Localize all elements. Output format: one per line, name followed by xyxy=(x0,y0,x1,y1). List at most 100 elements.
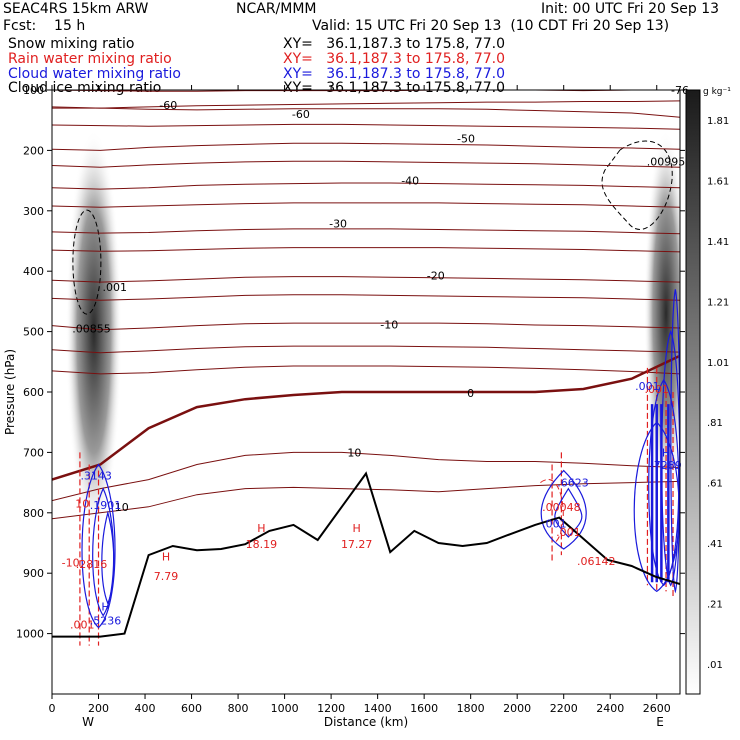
y-tick-label: 100 xyxy=(23,84,44,97)
field-name-cloud-water: Cloud water mixing ratio xyxy=(8,66,181,82)
cloud-water-label: .7289 xyxy=(650,459,682,472)
y-tick-label: 500 xyxy=(23,326,44,339)
isotherm-line xyxy=(52,247,680,253)
isotherm-line xyxy=(52,365,680,375)
cloud-water-contour xyxy=(670,289,680,594)
x-tick-label: 2200 xyxy=(550,702,578,715)
x-tick-label: 1800 xyxy=(457,702,485,715)
y-tick-label: 200 xyxy=(23,144,44,157)
cloud-water-label: H xyxy=(662,446,670,459)
field-name-snow: Snow mixing ratio xyxy=(8,36,135,52)
rain-label: H xyxy=(257,522,265,535)
isotherm-line xyxy=(52,294,680,301)
colorbar-label: 1.21 xyxy=(707,297,729,308)
cloud-water-contour xyxy=(92,487,115,617)
colorbar-label: .01 xyxy=(707,660,723,671)
field-xy-snow: XY= 36.1,187.3 to 175.8, 77.0 xyxy=(283,36,506,52)
isotherm-line xyxy=(52,142,680,151)
isotherm-label: -20 xyxy=(427,269,445,282)
snow-label: .001 xyxy=(103,281,128,294)
cloud-water-label: H xyxy=(101,600,109,613)
cloud-water-contour xyxy=(554,487,583,538)
x-tick-label: 1400 xyxy=(364,702,392,715)
field-xy-rain: XY= 36.1,187.3 to 175.8, 77.0 xyxy=(283,51,506,67)
isotherm-label: 10 xyxy=(347,446,361,459)
isotherm-line xyxy=(52,160,680,168)
rain-label: 7.79 xyxy=(154,570,179,583)
snow-contour xyxy=(72,209,102,315)
x-tick-label: 1000 xyxy=(271,702,299,715)
isotherm-line xyxy=(52,123,680,130)
colorbar-label: 1.61 xyxy=(707,177,729,188)
rain-label: .06142 xyxy=(577,555,616,568)
isotherm-line xyxy=(52,322,680,331)
x-tick-label: 800 xyxy=(228,702,249,715)
x-end-label-west: W xyxy=(82,715,94,729)
valid-time: Valid: 15 UTC Fri 20 Sep 13 (10 CDT Fri … xyxy=(312,18,670,34)
cloud-water-contour xyxy=(661,329,680,587)
rain-label: -10 xyxy=(62,556,80,569)
temperature-contours xyxy=(52,90,680,520)
colorbar-label: .61 xyxy=(707,479,723,490)
x-tick-label: 2600 xyxy=(643,702,671,715)
isotherm-line xyxy=(52,202,680,208)
y-axis-label: Pressure (hPa) xyxy=(3,349,17,435)
cloud-water-label: .001 xyxy=(542,518,567,531)
y-tick-label: 400 xyxy=(23,265,44,278)
snow-contour xyxy=(601,140,673,230)
rain-label: H xyxy=(162,550,170,563)
colorbar: g kg⁻¹ 1.81 1.61 1.41 1.21 1.01 .81 .61 .41 .21.… xyxy=(685,87,731,695)
forecast-hour: Fcst: 15 h xyxy=(3,18,86,34)
rain-label: .2816 xyxy=(76,558,108,571)
colorbar-ramp xyxy=(685,89,701,695)
cloud-water-contour xyxy=(540,469,587,550)
isotherm-label: -50 xyxy=(457,132,475,145)
colorbar-label: 1.01 xyxy=(707,358,729,369)
axes: 0 200 400 600 800 1000 1200 1400 1600 1800 2000 220… xyxy=(16,84,685,715)
rain-label: 17.27 xyxy=(341,538,373,551)
rain-label: .001 xyxy=(644,383,669,396)
isotherm-line xyxy=(52,182,680,190)
cloud-water-label: .6623 xyxy=(557,477,589,490)
x-end-label-east: E xyxy=(656,715,664,729)
rain-label: .00048 xyxy=(542,501,581,514)
isotherm-label: -60 xyxy=(292,108,310,121)
x-axis-label: Distance (km) xyxy=(324,715,408,729)
snow-shading xyxy=(65,129,680,534)
model-title: SEAC4RS 15km ARW xyxy=(3,1,149,17)
isotherm-label: -60 xyxy=(159,99,177,112)
x-tick-label: 2400 xyxy=(596,702,624,715)
isotherm-label: -40 xyxy=(401,175,419,188)
rain-label: H xyxy=(353,522,361,535)
field-xy-cloud-water: XY= 36.1,187.3 to 175.8, 77.0 xyxy=(283,66,506,82)
rain-label: .001 xyxy=(556,526,581,539)
isotherm-label: -30 xyxy=(329,217,347,230)
isotherm-label: 10 xyxy=(115,501,129,514)
cloud-water-contour xyxy=(101,510,115,606)
y-tick-label: 300 xyxy=(23,205,44,218)
y-tick-label: 800 xyxy=(23,507,44,520)
cloud-water-label: .1901 xyxy=(90,499,122,512)
x-tick-label: 200 xyxy=(88,702,109,715)
cloud-water-contours xyxy=(81,289,680,629)
colorbar-label: .21 xyxy=(707,599,723,610)
colorbar-label: .81 xyxy=(707,418,723,429)
colorbar-label: .41 xyxy=(707,539,723,550)
y-tick-label: 1000 xyxy=(16,628,44,641)
field-name-rain: Rain water mixing ratio xyxy=(8,51,172,67)
x-tick-label: 0 xyxy=(49,702,56,715)
org-label: NCAR/MMM xyxy=(236,1,317,17)
isotherm-line xyxy=(52,354,680,481)
isotherm-line xyxy=(52,106,680,118)
field-xy-cloud-ice: XY= 36.1,187.3 to 175.8, 77.0 xyxy=(283,80,506,96)
x-tick-label: 1200 xyxy=(317,702,345,715)
x-tick-label: 400 xyxy=(135,702,156,715)
colorbar-unit: g kg⁻¹ xyxy=(703,87,731,97)
colorbar-label: 1.81 xyxy=(707,116,729,127)
isotherm-label: -10 xyxy=(380,318,398,331)
isotherm-label: 0 xyxy=(467,387,474,400)
y-tick-label: 600 xyxy=(23,386,44,399)
isotherm-line xyxy=(52,100,680,109)
isotherm-line xyxy=(52,276,680,283)
